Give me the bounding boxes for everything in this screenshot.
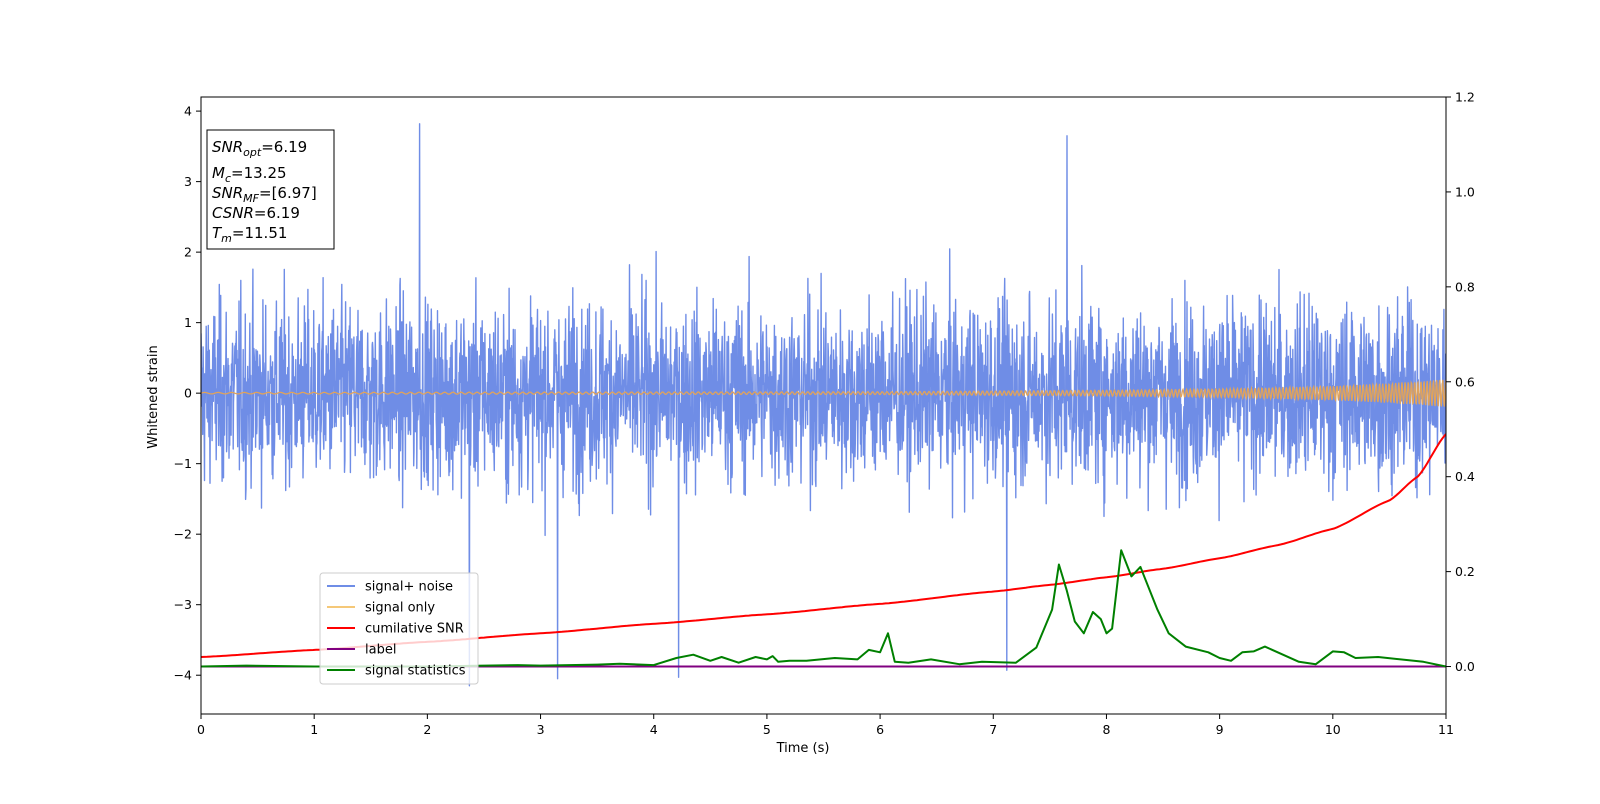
x-tick-label: 10 [1325,722,1341,737]
x-tick-label: 7 [989,722,997,737]
x-tick-label: 11 [1438,722,1454,737]
y-axis-left: −4 −3 −2 −1 0 1 2 3 4 [174,104,201,683]
annotation-line: Mc=13.25 [212,164,287,185]
y-tick-label: 3 [184,174,192,189]
x-tick-label: 6 [876,722,884,737]
legend: signal+ noise signal only cumilative SNR la… [319,572,479,685]
y2-tick-label: 0.6 [1455,374,1475,389]
x-axis: 0 1 2 3 4 5 6 7 8 9 10 11 [197,714,1454,737]
legend-frame [319,572,479,685]
annotation-line: Tm=11.51 [212,224,287,245]
annotation-line: CSNR=6.19 [212,204,300,222]
y-tick-label: −2 [174,527,192,542]
y-tick-label: −3 [174,597,192,612]
y-tick-label: 2 [184,245,192,260]
x-tick-label: 2 [423,722,431,737]
x-tick-label: 5 [763,722,771,737]
legend-label: signal statistics [365,664,466,679]
legend-label: signal+ noise [365,580,453,595]
y2-tick-label: 1.0 [1455,184,1475,199]
annotation-line: SNRopt=6.19 [212,138,307,159]
axes-border [200,96,1447,715]
legend-label: signal only [365,601,435,616]
y-tick-label: −1 [174,456,192,471]
y2-tick-label: 0.0 [1455,659,1475,674]
x-tick-label: 4 [650,722,658,737]
y-tick-label: −4 [174,668,192,683]
series-signal-noise-line [201,123,1446,687]
y-tick-label: 4 [184,104,192,119]
y-axis-right: 0.0 0.2 0.4 0.6 0.8 1.0 1.2 [1446,90,1475,674]
x-tick-label: 0 [197,722,205,737]
y-axis-label: Whitened strain [146,345,161,448]
y2-tick-label: 0.2 [1455,564,1475,579]
legend-label: label [365,643,396,658]
annotation-box: SNRopt=6.19 Mc=13.25SNRMF=[6.97]CSNR=6.19… [206,129,335,250]
axes-frame [200,96,1447,715]
y2-tick-label: 0.8 [1455,279,1475,294]
y-tick-label: 1 [184,315,192,330]
y-tick-label: 0 [184,386,192,401]
x-tick-label: 8 [1102,722,1110,737]
legend-label: cumilative SNR [365,622,464,637]
x-tick-label: 9 [1216,722,1224,737]
x-tick-label: 1 [310,722,318,737]
annotation-line: SNRMF=[6.97] [212,184,317,205]
x-tick-label: 3 [537,722,545,737]
x-axis-label: Time (s) [776,741,830,756]
series-signal-only-line [201,379,1446,407]
annotation-frame [206,129,335,250]
y2-tick-label: 1.2 [1455,90,1475,105]
y2-tick-label: 0.4 [1455,469,1475,484]
series-signal-statistics-line [201,549,1446,668]
